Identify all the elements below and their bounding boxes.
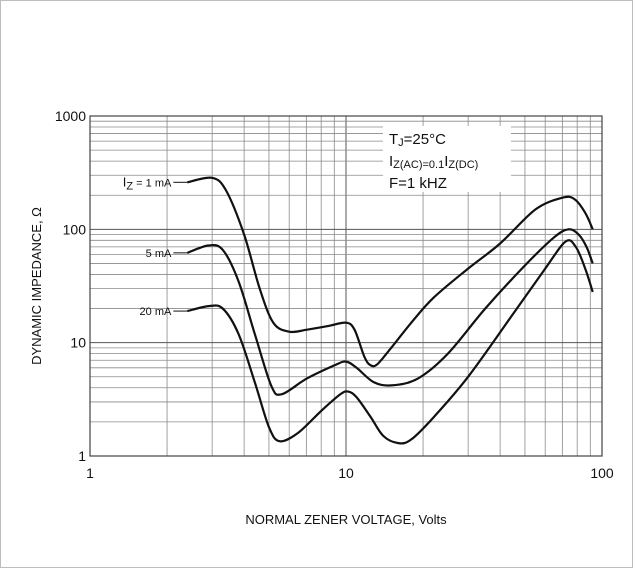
plot-border bbox=[89, 115, 603, 457]
curve-label-text: 20 mA bbox=[140, 306, 172, 318]
curve-series-1 bbox=[187, 176, 594, 368]
tick-labels: 1 10 100 1 10 100 1000 bbox=[55, 108, 614, 481]
y-tick-label: 1000 bbox=[55, 108, 86, 124]
annotation-backdrop bbox=[383, 126, 511, 192]
curve-label-text: 5 mA bbox=[146, 248, 172, 260]
curve-label-text: IZ = 1 mA bbox=[123, 174, 172, 192]
grid-lines bbox=[89, 115, 603, 457]
curve-label-3: 20 mA bbox=[140, 306, 188, 318]
x-tick-label: 1 bbox=[86, 465, 94, 481]
y-axis-title: DYNAMIC IMPEDANCE, Ω bbox=[29, 207, 44, 365]
y-tick-label: 10 bbox=[70, 335, 86, 351]
annotation-frequency: F=1 kHZ bbox=[389, 175, 447, 192]
x-tick-label: 100 bbox=[590, 465, 614, 481]
y-tick-label: 1 bbox=[78, 448, 86, 464]
annotation-temperature: TJ=25°C bbox=[389, 131, 446, 149]
y-tick-label: 100 bbox=[63, 221, 87, 237]
x-axis-title: NORMAL ZENER VOLTAGE, Volts bbox=[245, 512, 447, 527]
curve-series-3 bbox=[187, 239, 594, 445]
curve-label-2: 5 mA bbox=[146, 248, 188, 260]
x-tick-label: 10 bbox=[338, 465, 354, 481]
curve-series-2 bbox=[186, 228, 594, 396]
annotation-current-ratio: IZ(AC)=0.1IZ(DC) bbox=[389, 153, 478, 171]
curve-label-1: IZ = 1 mA bbox=[123, 174, 188, 192]
curves: IZ = 1 mA 5 mA 20 mA bbox=[123, 174, 594, 445]
